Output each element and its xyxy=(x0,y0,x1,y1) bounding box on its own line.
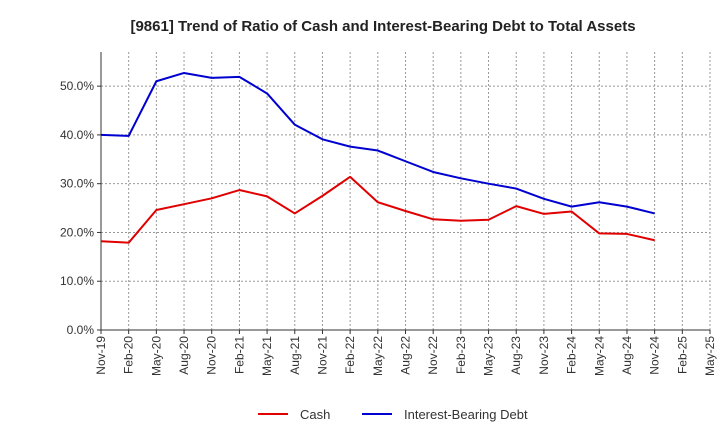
x-tick-label: Aug-22 xyxy=(399,336,413,375)
x-tick-label: Nov-20 xyxy=(205,336,219,375)
x-tick-label: May-20 xyxy=(149,336,163,376)
x-tick-label: Aug-21 xyxy=(288,336,302,375)
y-tick-label: 50.0% xyxy=(60,79,94,93)
x-tick-label: May-23 xyxy=(482,336,496,376)
x-tick-label: Aug-24 xyxy=(620,336,634,375)
x-tick-label: May-21 xyxy=(260,336,274,376)
y-tick-label: 10.0% xyxy=(60,274,94,288)
x-tick-label: Aug-20 xyxy=(177,336,191,375)
x-tick-label: Nov-22 xyxy=(426,336,440,375)
x-tick-label: Nov-23 xyxy=(537,336,551,375)
x-tick-label: Feb-20 xyxy=(122,336,136,374)
x-tick-label: Feb-24 xyxy=(565,336,579,374)
y-tick-label: 0.0% xyxy=(67,323,95,337)
y-tick-label: 30.0% xyxy=(60,177,94,191)
x-tick-label: Nov-24 xyxy=(648,336,662,375)
x-tick-label: Nov-21 xyxy=(315,336,329,375)
x-tick-label: Feb-23 xyxy=(454,336,468,374)
chart-title: [9861] Trend of Ratio of Cash and Intere… xyxy=(130,18,635,35)
series-line-cash xyxy=(100,175,655,244)
legend: Cash Interest-Bearing Debt xyxy=(258,407,528,422)
x-tick-label: Feb-21 xyxy=(232,336,246,374)
plot-area: 0.0% 10.0% 20.0% 30.0% 40.0% 50.0% Nov-19 Feb-2… xyxy=(60,52,717,376)
x-tick-label: Feb-25 xyxy=(675,336,689,374)
legend-label-interest-bearing-debt: Interest-Bearing Debt xyxy=(404,407,528,422)
x-tick-label: Nov-19 xyxy=(94,336,108,375)
x-tick-label: Feb-22 xyxy=(343,336,357,374)
y-tick-label: 20.0% xyxy=(60,225,94,239)
legend-label-cash: Cash xyxy=(300,407,330,422)
x-tick-label: May-24 xyxy=(592,336,606,376)
x-tick-label: May-25 xyxy=(703,336,717,376)
x-tick-label: May-22 xyxy=(371,336,385,376)
series-line-interest-bearing-debt xyxy=(100,71,655,215)
y-tick-label: 40.0% xyxy=(60,128,94,142)
x-tick-label: Aug-23 xyxy=(509,336,523,375)
